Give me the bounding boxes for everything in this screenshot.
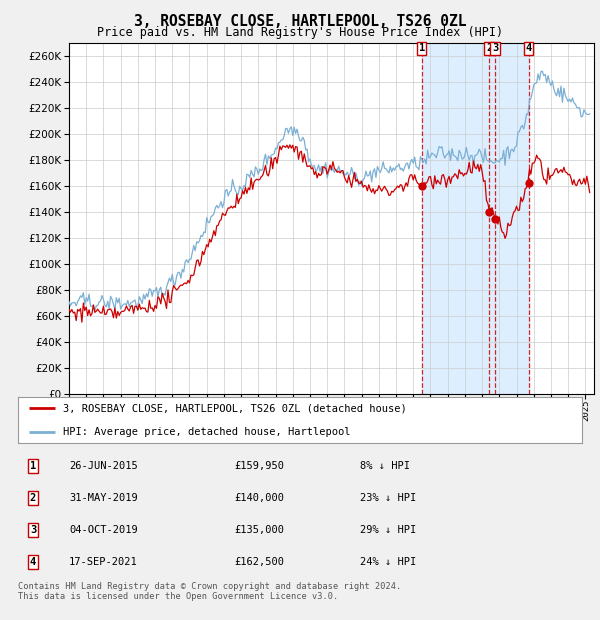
Text: 23% ↓ HPI: 23% ↓ HPI (360, 493, 416, 503)
Bar (495, 43, 529, 394)
Text: £159,950: £159,950 (234, 461, 284, 471)
Text: 2: 2 (486, 43, 492, 53)
Text: £162,500: £162,500 (234, 557, 284, 567)
Text: 3, ROSEBAY CLOSE, HARTLEPOOL, TS26 0ZL: 3, ROSEBAY CLOSE, HARTLEPOOL, TS26 0ZL (134, 14, 466, 29)
Text: 8% ↓ HPI: 8% ↓ HPI (360, 461, 410, 471)
Text: 17-SEP-2021: 17-SEP-2021 (69, 557, 138, 567)
Text: 3: 3 (30, 525, 36, 535)
Text: 1: 1 (30, 461, 36, 471)
Text: 29% ↓ HPI: 29% ↓ HPI (360, 525, 416, 535)
Text: £140,000: £140,000 (234, 493, 284, 503)
Bar (489, 43, 495, 394)
Text: 04-OCT-2019: 04-OCT-2019 (69, 525, 138, 535)
Text: £135,000: £135,000 (234, 525, 284, 535)
Text: 4: 4 (30, 557, 36, 567)
Text: 26-JUN-2015: 26-JUN-2015 (69, 461, 138, 471)
Bar (422, 43, 489, 394)
Text: Contains HM Land Registry data © Crown copyright and database right 2024.
This d: Contains HM Land Registry data © Crown c… (18, 582, 401, 601)
Text: HPI: Average price, detached house, Hartlepool: HPI: Average price, detached house, Hart… (63, 427, 350, 436)
Text: Price paid vs. HM Land Registry's House Price Index (HPI): Price paid vs. HM Land Registry's House … (97, 26, 503, 39)
Text: 31-MAY-2019: 31-MAY-2019 (69, 493, 138, 503)
Text: 2: 2 (30, 493, 36, 503)
Text: 3: 3 (492, 43, 498, 53)
Text: 1: 1 (419, 43, 425, 53)
Text: 4: 4 (526, 43, 532, 53)
Text: 3, ROSEBAY CLOSE, HARTLEPOOL, TS26 0ZL (detached house): 3, ROSEBAY CLOSE, HARTLEPOOL, TS26 0ZL (… (63, 404, 407, 414)
Text: 24% ↓ HPI: 24% ↓ HPI (360, 557, 416, 567)
